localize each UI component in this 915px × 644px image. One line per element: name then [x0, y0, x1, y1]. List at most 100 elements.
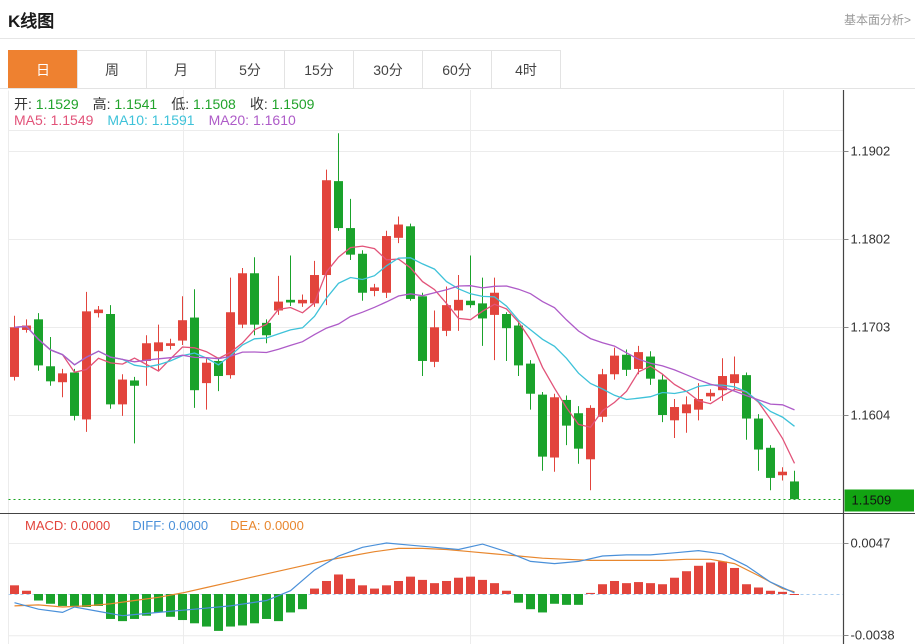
macd-bar [10, 585, 19, 594]
candle-body [766, 447, 775, 478]
macd-bar [574, 594, 583, 605]
candle-body [286, 299, 295, 303]
macd-bar [526, 594, 535, 610]
candle-body [718, 376, 727, 391]
macd-bar [298, 594, 307, 610]
macd-bar [790, 594, 799, 595]
macd-value: 0.0000 [168, 518, 209, 533]
candle-body [514, 325, 523, 366]
macd-bar [274, 594, 283, 622]
macd-bar [466, 576, 475, 594]
ma-value: 1.1549 [50, 112, 94, 128]
ohlc-value: 1.1541 [114, 96, 158, 112]
candle-body [742, 375, 751, 419]
candle-body [610, 355, 619, 375]
candle-body [322, 180, 331, 276]
macd-bar [670, 577, 679, 594]
macd-bar [346, 578, 355, 594]
price-axis-label: 1.1703 [851, 320, 891, 335]
macd-bar [34, 594, 43, 601]
ohlc-label: 高: [92, 96, 115, 112]
candle-body [238, 273, 247, 325]
tab-日[interactable]: 日 [8, 50, 78, 89]
ma-label: MA10: [107, 112, 152, 128]
candle-body [550, 397, 559, 458]
candle-body [82, 311, 91, 420]
tab-30分[interactable]: 30分 [353, 50, 423, 89]
candle-body [382, 236, 391, 293]
candle-body [10, 327, 19, 377]
macd-bar [370, 588, 379, 594]
candle-body [598, 374, 607, 417]
macd-bar [766, 590, 775, 594]
macd-bar [502, 590, 511, 594]
macd-bar [82, 594, 91, 608]
candle-body [670, 407, 679, 421]
macd-bar [394, 580, 403, 594]
candle-body [190, 317, 199, 391]
macd-bar [70, 594, 79, 606]
candle-body [406, 226, 415, 299]
candle-body [790, 481, 799, 500]
candle-body [58, 373, 67, 383]
macd-bar [406, 576, 415, 594]
candle-body [130, 380, 139, 386]
kline-chart[interactable]: 1.1902 1.1802 1.1703 1.1604 0.0047 -0.0038 1.1… [0, 90, 915, 644]
macd-bar [550, 594, 559, 604]
candle-body [442, 305, 451, 331]
macd-bar [214, 594, 223, 631]
ma-label: MA20: [208, 112, 253, 128]
macd-bar [730, 567, 739, 594]
macd-bar [46, 594, 55, 604]
candle-body [346, 228, 355, 255]
candle-body [682, 404, 691, 414]
tab-4时[interactable]: 4时 [491, 50, 561, 89]
tab-月[interactable]: 月 [146, 50, 216, 89]
macd-bar [226, 594, 235, 627]
candle-body [310, 275, 319, 304]
candle-body [226, 312, 235, 376]
macd-bar [22, 590, 31, 594]
candle-body [538, 394, 547, 457]
candle-body [418, 296, 427, 361]
macd-label: DIFF: [132, 518, 169, 533]
candle-body [166, 343, 175, 346]
ohlc-label: 开: [14, 96, 36, 112]
candle-body [454, 299, 463, 311]
macd-bar [310, 588, 319, 594]
macd-bar [538, 594, 547, 613]
macd-bar [454, 577, 463, 594]
macd-bar [586, 592, 595, 594]
fundamental-analysis-link[interactable]: 基本面分析> [843, 13, 911, 27]
ma20-line [14, 285, 795, 411]
macd-bar [718, 561, 727, 594]
tab-周[interactable]: 周 [77, 50, 147, 89]
candle-body [646, 356, 655, 379]
ma5-line [14, 245, 796, 464]
macd-bar [238, 594, 247, 626]
candle-body [142, 343, 151, 361]
macd-bar [778, 591, 787, 594]
tab-15分[interactable]: 15分 [284, 50, 354, 89]
tab-60分[interactable]: 60分 [422, 50, 492, 89]
macd-bar [262, 594, 271, 619]
price-axis-label: 1.1802 [851, 232, 891, 247]
macd-bar [250, 594, 259, 624]
ohlc-value: 1.1508 [193, 96, 236, 112]
candle-body [46, 366, 55, 382]
ma-legend: MA5: 1.1549 MA10: 1.1591 MA20: 1.1610 [14, 112, 310, 128]
ohlc-legend: 开: 1.1529 高: 1.1541 低: 1.1508 收: 1.1509 [14, 94, 328, 114]
candle-body [94, 309, 103, 314]
ma-value: 1.1591 [151, 112, 195, 128]
candle-body [22, 325, 31, 330]
candle-body [658, 379, 667, 415]
candle-body [34, 319, 43, 366]
macd-label: MACD: [25, 518, 71, 533]
candle-body [754, 418, 763, 450]
macd-bar [418, 579, 427, 594]
candle-body [694, 399, 703, 410]
candle-body [574, 413, 583, 449]
tab-5分[interactable]: 5分 [215, 50, 285, 89]
candle-body [586, 407, 595, 460]
